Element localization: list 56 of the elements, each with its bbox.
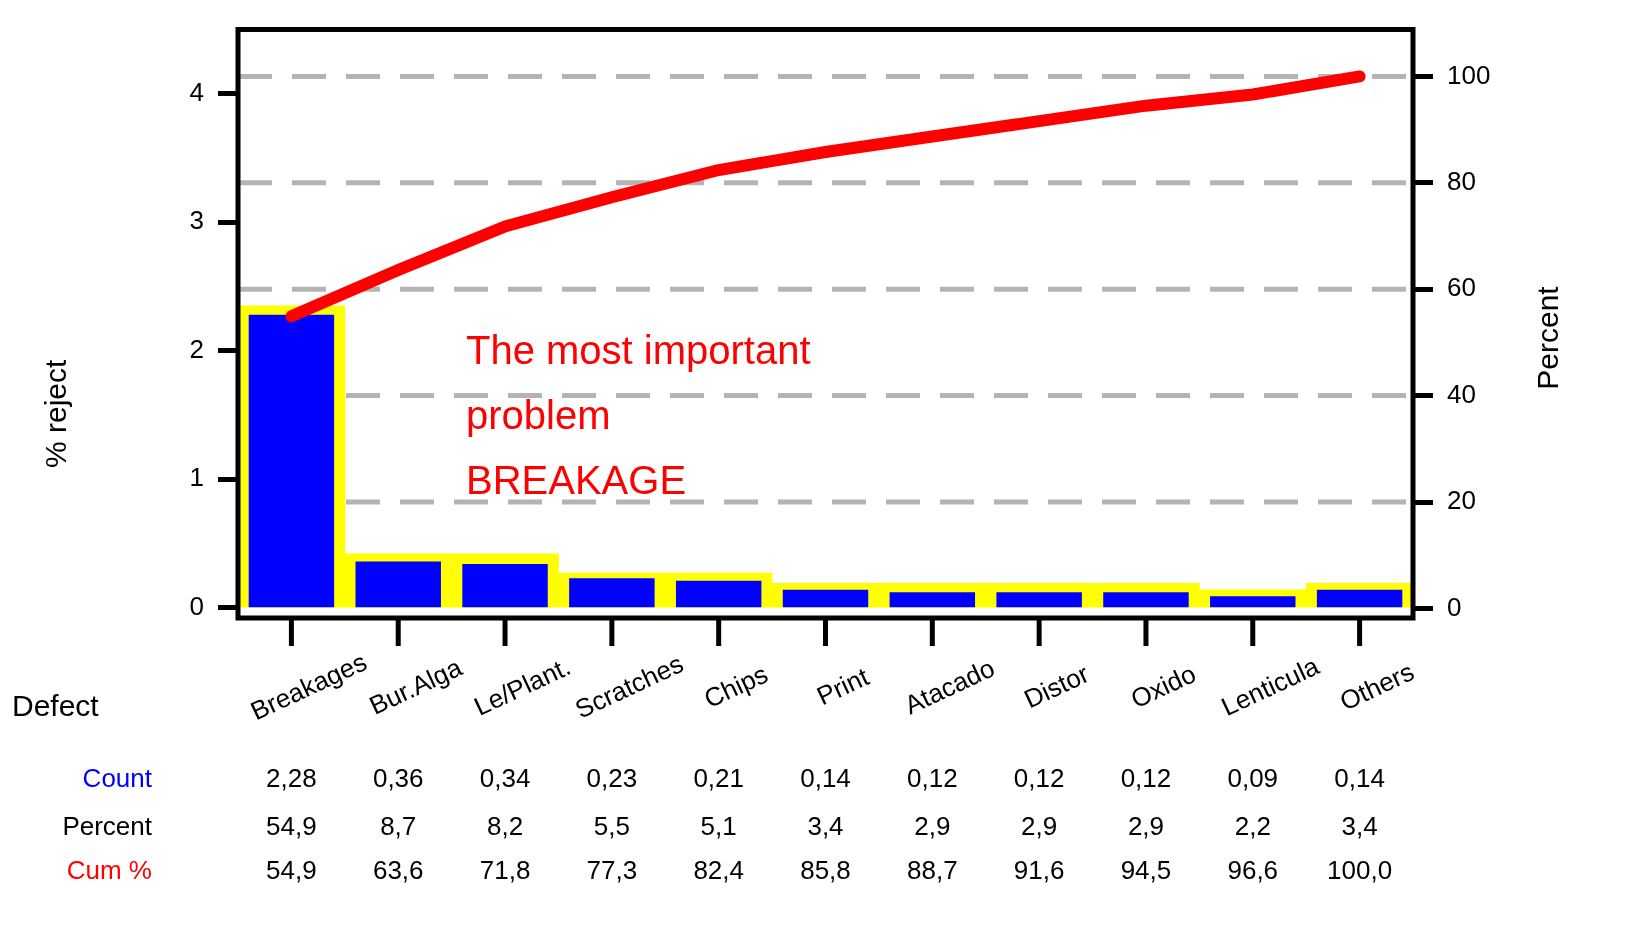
data-label: 0,09 [1227,763,1279,794]
text: 5,5 [593,811,630,842]
data-label: 77,3 [586,855,638,886]
x-tick-label: Oxido [1126,658,1201,715]
data-label: 88,7 [907,855,958,886]
data-label: 0,21 [693,763,744,794]
data-label: 96,6 [1227,855,1279,886]
x-axis-title: Defect [12,689,100,723]
y-tick-label: 4 [189,77,204,108]
text: 3,4 [1341,811,1378,842]
data-label: 0,14 [1334,763,1385,794]
text: 2,2 [1234,811,1271,842]
text: 3,4 [807,811,844,842]
data-label: 82,4 [693,855,744,886]
y-tick-label: 2 [189,333,204,364]
annotation: The most important problem BREAKAGE [466,327,811,502]
y-tick-label: 1 [189,462,204,493]
text: Percent [62,811,153,842]
data-label: 0,36 [372,763,424,794]
x-tick-label: Distor [1019,658,1094,715]
text: 5,1 [700,811,737,842]
data-label: 71,8 [479,855,531,886]
text: Cum % [66,855,152,886]
data-label: 63,6 [372,855,424,886]
data-label: 0,12 [1013,763,1065,794]
data-label: 0,14 [800,763,851,794]
y-axis-title: % reject [39,358,73,468]
x-tick-label: Others [1335,656,1419,717]
text: 2,9 [914,811,951,842]
data-label: 91,6 [1013,855,1065,886]
y2-tick-label: 100 [1447,59,1491,90]
data-label: 0,23 [586,763,638,794]
data-label: 0,12 [1120,763,1172,794]
y-tick-label: 0 [189,590,204,621]
y2-tick-label: 80 [1447,165,1476,196]
y2-tick-label: 60 [1447,272,1476,303]
text: 54,9 [266,811,317,842]
data-label: 100,0 [1327,855,1393,886]
data-label: 94,5 [1120,855,1172,886]
text: 8,2 [486,811,524,842]
y-tick-label: 3 [189,205,204,236]
data-label: 0,12 [907,763,958,794]
data-label: 0,34 [479,763,531,794]
text: 8,7 [380,811,417,842]
x-tick-label: Chips [699,658,773,714]
text: 2,9 [1127,811,1165,842]
data-label: 85,8 [800,855,851,886]
text: Count [82,763,153,794]
y2-axis-title: Percent [1531,285,1565,390]
x-tick-label: Print [812,661,874,712]
data-label: 2,28 [266,763,317,794]
text: 2,9 [1021,811,1058,842]
y2-tick-label: 20 [1447,485,1476,516]
y2-tick-label: 40 [1447,378,1476,409]
data-label: 54,9 [266,855,317,886]
y2-tick-label: 0 [1447,591,1462,622]
